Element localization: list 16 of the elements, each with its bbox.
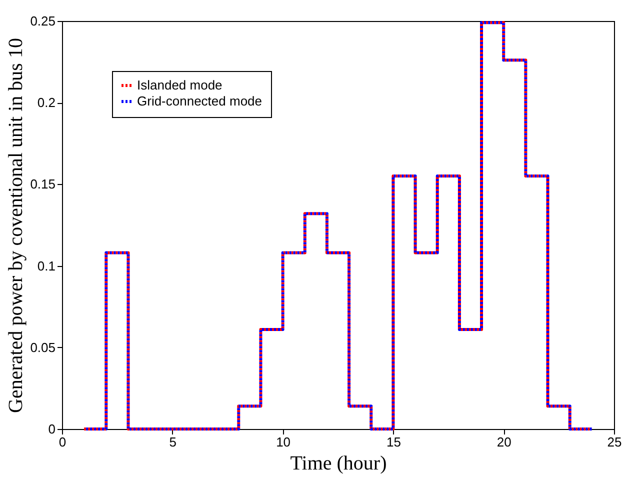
x-axis-title: Time (hour) <box>290 452 387 474</box>
y-axis-title: Generated power by coventional unit in bus 10 <box>5 38 28 413</box>
y-tick-label: 0 <box>48 422 56 436</box>
x-tick-label: 10 <box>276 434 291 450</box>
y-tick-label: 0.2 <box>37 95 56 110</box>
legend-label: Islanded mode <box>137 78 222 92</box>
y-tick-label: 0.15 <box>30 176 56 192</box>
x-tick-label: 0 <box>58 434 66 450</box>
x-tick-label: 20 <box>496 434 512 450</box>
y-tick-label: 0.25 <box>30 14 56 28</box>
x-tick-label: 25 <box>607 434 622 450</box>
legend-label: Grid-connected mode <box>137 94 262 108</box>
y-tick-label: 0.1 <box>37 258 56 274</box>
y-tick-label: 0.05 <box>30 340 56 355</box>
x-tick-label: 5 <box>169 434 177 450</box>
x-tick-label: 15 <box>386 434 401 450</box>
